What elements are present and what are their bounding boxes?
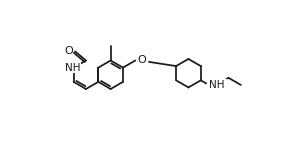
Text: NH: NH (209, 80, 225, 90)
Text: NH: NH (65, 63, 81, 73)
Text: O: O (65, 46, 74, 56)
Text: O: O (137, 55, 146, 65)
